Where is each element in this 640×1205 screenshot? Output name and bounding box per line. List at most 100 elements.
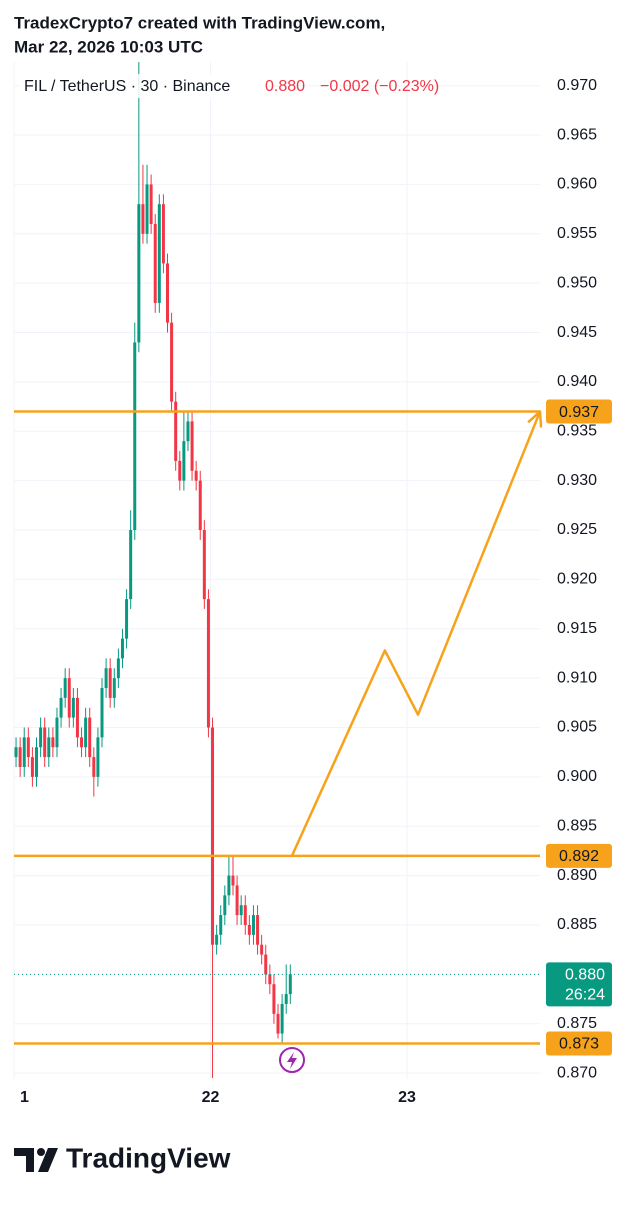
- candle-body: [149, 184, 153, 224]
- candle-body: [174, 401, 178, 461]
- candle-body: [39, 727, 43, 748]
- brand-logo: TradingView: [14, 1142, 231, 1173]
- plot: [14, 62, 540, 1079]
- candle-body: [137, 204, 141, 343]
- level-badge: [546, 399, 612, 424]
- axis: 0.870 0.875 0.880 0.885 0.890 0.895 0.900 0.905…: [20, 77, 597, 1106]
- candle-body: [198, 480, 202, 531]
- y-tick-label: 0.930: [557, 472, 597, 489]
- candle-body: [272, 984, 276, 1014]
- candle-body: [63, 678, 67, 698]
- y-tick-label: 0.905: [557, 719, 597, 736]
- brand: TradingView: [66, 1142, 231, 1173]
- candle-body: [178, 460, 182, 481]
- grid: [13, 62, 540, 1079]
- candle-body: [157, 204, 161, 303]
- candle-body: [161, 204, 165, 264]
- candle-body: [125, 599, 129, 639]
- candle-body: [67, 678, 71, 718]
- candle-body: [141, 204, 145, 234]
- y-tick-label: 0.875: [557, 1015, 597, 1032]
- candle-body: [235, 885, 239, 916]
- candle-body: [280, 1003, 284, 1034]
- candle-body: [194, 470, 198, 481]
- x-tick-label: 22: [202, 1089, 220, 1106]
- candle-body: [51, 737, 55, 748]
- header-line: TradexCrypto7 created with TradingView.c…: [14, 13, 385, 32]
- candle-body: [112, 678, 116, 698]
- level-badge: [546, 843, 612, 868]
- candle-body: [276, 1013, 280, 1034]
- candle-body: [239, 905, 243, 916]
- legend-bg: [18, 74, 268, 98]
- candle-body: [47, 737, 51, 758]
- candle-body: [22, 737, 26, 767]
- y-tick-label: 0.915: [557, 620, 597, 637]
- y-tick-label: 0.935: [557, 422, 597, 439]
- y-tick-label: 0.925: [557, 521, 597, 538]
- candle-body: [116, 658, 120, 679]
- candle-body: [260, 944, 264, 955]
- legend: FIL / TetherUS · 30 · Binance 0.880 −0.0…: [18, 74, 439, 98]
- candle-body: [206, 599, 210, 728]
- candle-body: [96, 737, 100, 777]
- candle-body: [170, 322, 174, 402]
- candle-body: [166, 263, 170, 323]
- alert-icon: [279, 1047, 305, 1073]
- candle-body: [92, 757, 96, 777]
- candle-body: [215, 934, 219, 945]
- y-tick-label: 0.885: [557, 916, 597, 933]
- candle-body: [43, 727, 47, 758]
- candle-body: [288, 974, 292, 995]
- candle-body: [219, 915, 223, 935]
- last-price-badge: [546, 962, 612, 1007]
- countdown: 26:24: [565, 987, 605, 1004]
- change: −0.002 (−0.23%): [320, 78, 439, 95]
- y-tick-label: 0.950: [557, 274, 597, 291]
- y-tick-label: 0.920: [557, 571, 597, 588]
- level-label: 0.892: [559, 848, 599, 865]
- y-tick-label: 0.900: [557, 768, 597, 785]
- last-price-label: 0.880: [565, 967, 605, 984]
- x-tick-label: 1: [20, 1089, 29, 1106]
- y-tick-label: 0.940: [557, 373, 597, 390]
- candle-body: [18, 747, 22, 767]
- candle-body: [80, 737, 84, 748]
- candle-body: [59, 697, 63, 718]
- y-tick-label: 0.970: [557, 77, 597, 94]
- candle-body: [100, 687, 104, 738]
- candle-body: [264, 954, 268, 975]
- y-tick-label: 0.895: [557, 817, 597, 834]
- candle-body: [186, 421, 190, 442]
- symbol: FIL / TetherUS · 30 · Binance: [24, 78, 230, 95]
- candle-body: [129, 530, 133, 600]
- candle-body: [231, 875, 235, 886]
- y-tick-label: 0.870: [557, 1064, 597, 1081]
- candle-body: [71, 697, 75, 718]
- candle-body: [202, 530, 206, 600]
- candle-body: [243, 905, 247, 925]
- candle-body: [133, 342, 137, 531]
- candle-body: [247, 924, 251, 935]
- y-tick-label: 0.955: [557, 225, 597, 242]
- candle-body: [120, 638, 124, 659]
- level-label: 0.873: [559, 1036, 599, 1053]
- candle-body: [223, 895, 227, 916]
- x-tick-label: 23: [398, 1089, 416, 1106]
- candle-body: [251, 915, 255, 935]
- candle-body: [26, 737, 30, 758]
- candle-body: [55, 717, 59, 748]
- y-tick-label: 0.960: [557, 176, 597, 193]
- candle-body: [256, 915, 260, 945]
- level-label: 0.937: [559, 404, 599, 421]
- candle-body: [227, 875, 231, 896]
- arrow-head: [527, 410, 543, 428]
- candle-body: [211, 727, 215, 945]
- candle-body: [145, 184, 149, 234]
- candle-body: [14, 747, 18, 758]
- candle-body: [88, 717, 92, 758]
- price: 0.880: [265, 78, 305, 95]
- candle-body: [182, 441, 186, 481]
- candle-body: [30, 757, 34, 777]
